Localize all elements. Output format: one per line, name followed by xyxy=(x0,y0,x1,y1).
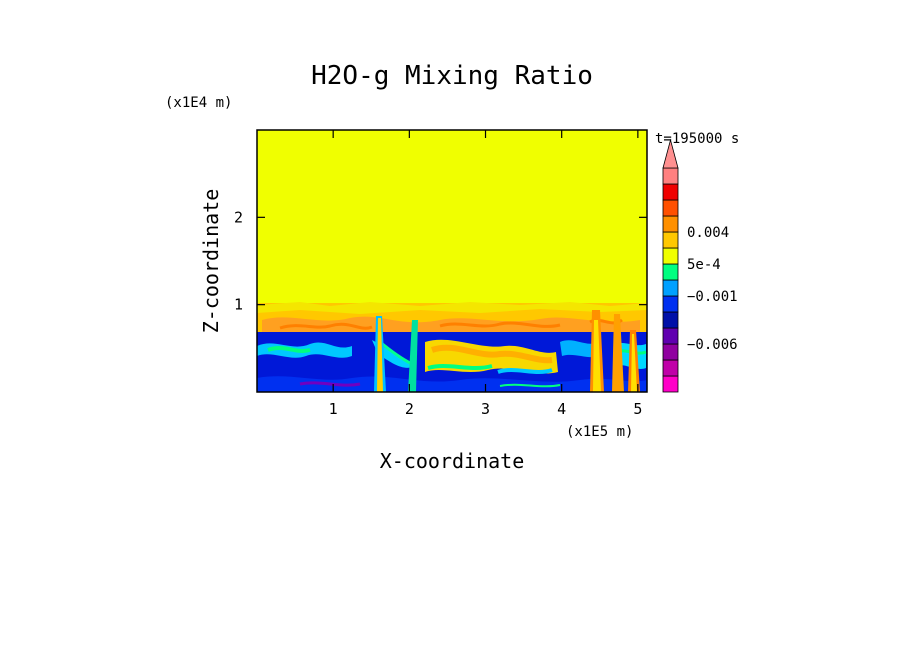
boundary-layer-texture xyxy=(257,310,647,392)
colorbar-label: 5e-4 xyxy=(687,257,721,273)
x-axis-label: X-coordinate xyxy=(380,449,525,473)
x-tick-label: 5 xyxy=(633,400,642,418)
colorbar-level xyxy=(662,183,679,201)
colorbar-level xyxy=(662,167,679,185)
colorbar-label: 0.004 xyxy=(687,225,729,241)
colorbar-level xyxy=(662,311,679,329)
y-axis-ticks: 12 xyxy=(234,208,647,314)
colorbar-level xyxy=(662,215,679,233)
plot-area xyxy=(257,130,647,392)
y-tick-label: 1 xyxy=(234,296,243,314)
transition-band-texture xyxy=(257,302,647,332)
y-tick-label: 2 xyxy=(234,208,243,226)
x-tick-label: 2 xyxy=(405,400,414,418)
x-axis-ticks: 1 2 3 4 5 xyxy=(329,130,642,418)
colorbar: 0.004 5e-4 −0.001 −0.006 xyxy=(662,138,738,393)
plot-frame xyxy=(256,129,648,393)
colorbar-level xyxy=(662,327,679,345)
colorbar-level xyxy=(662,247,679,265)
x-tick-label: 4 xyxy=(557,400,566,418)
time-label: t=195000 s xyxy=(655,131,739,147)
x-tick-label: 3 xyxy=(481,400,490,418)
colorbar-level xyxy=(662,343,679,361)
region-upper-layer xyxy=(257,130,647,306)
x-tick-label: 1 xyxy=(329,400,338,418)
colorbar-level xyxy=(662,359,679,377)
colorbar-extend-arrow xyxy=(662,138,679,169)
y-axis-label: Z-coordinate xyxy=(199,189,223,334)
colorbar-level xyxy=(662,231,679,249)
colorbar-level xyxy=(662,375,679,393)
colorbar-label: −0.001 xyxy=(687,289,738,305)
y-scale-label: (x1E4 m) xyxy=(165,95,232,111)
colorbar-level xyxy=(662,279,679,297)
colorbar-level xyxy=(662,295,679,313)
colorbar-level xyxy=(662,199,679,217)
colorbar-label: −0.006 xyxy=(687,337,738,353)
x-scale-label: (x1E5 m) xyxy=(566,424,633,440)
chart-title: H2O-g Mixing Ratio xyxy=(311,61,593,91)
colorbar-level xyxy=(662,263,679,281)
